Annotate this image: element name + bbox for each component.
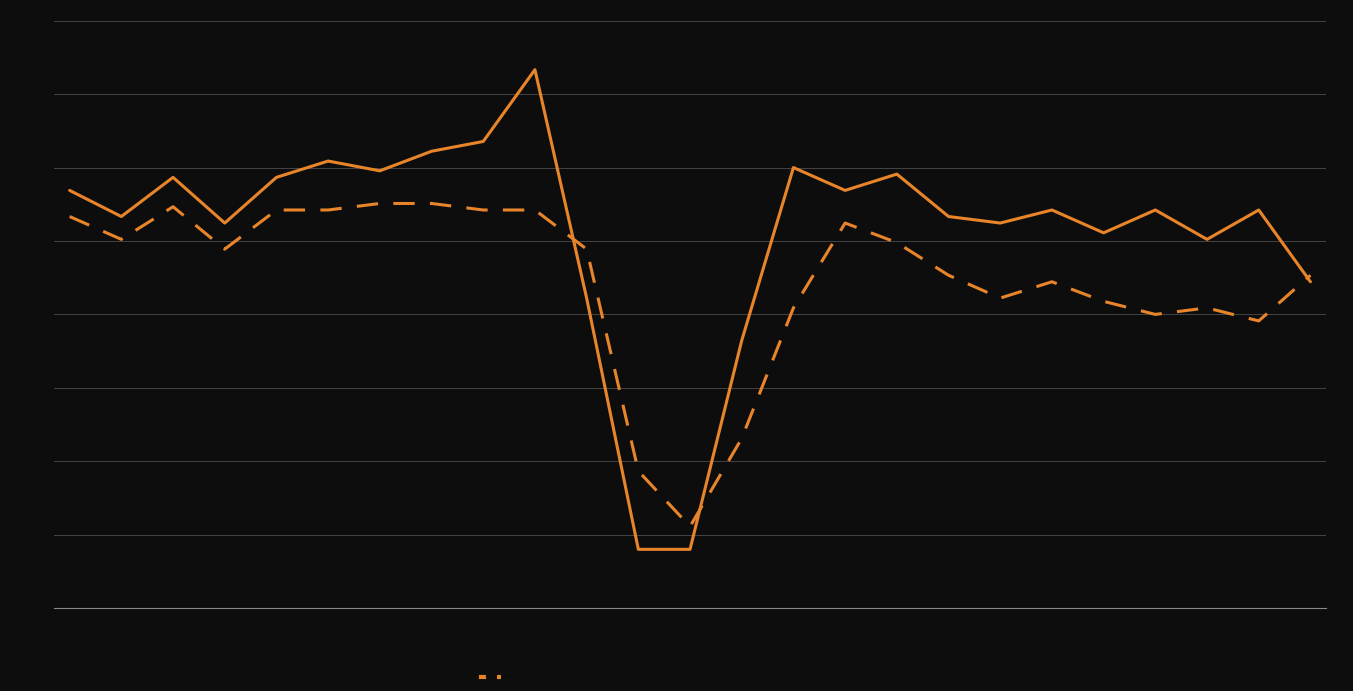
Legend: Koko maa, Pk-seudun ulkopuolinen: Koko maa, Pk-seudun ulkopuolinen [480,676,518,678]
